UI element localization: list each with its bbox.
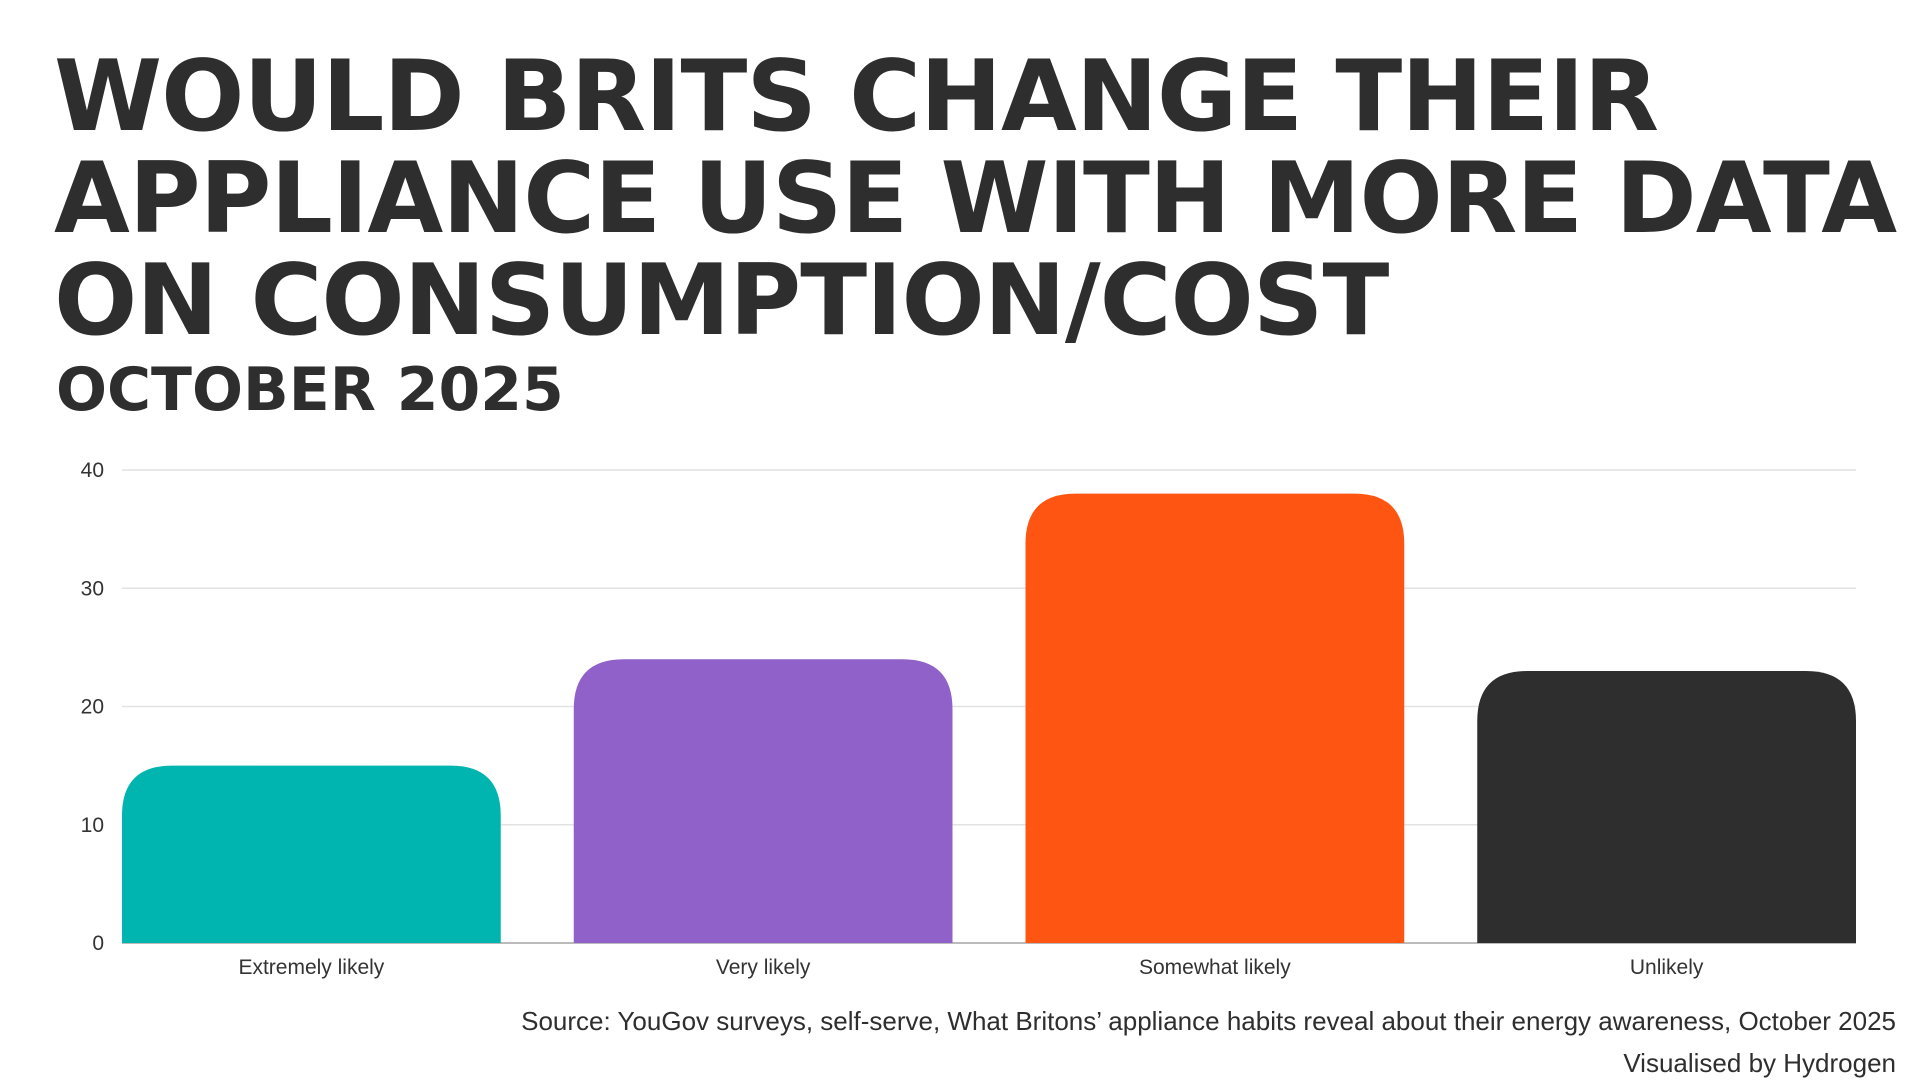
x-tick-label: Extremely likely: [238, 956, 384, 979]
source-note: Source: YouGov surveys, self-serve, What…: [521, 1006, 1896, 1036]
y-tick-label: 40: [81, 459, 104, 482]
x-tick-label: Unlikely: [1630, 956, 1704, 979]
y-tick-label: 20: [81, 696, 104, 719]
bar-unlikely: [1477, 671, 1856, 943]
credit-note: Visualised by Hydrogen: [1623, 1048, 1896, 1078]
chart-title: WOULD BRITS CHANGE THEIR APPLIANCE USE W…: [54, 40, 1897, 358]
y-tick-label: 10: [81, 814, 104, 837]
chart-subtitle: OCTOBER 2025: [56, 355, 564, 425]
bar-extremely-likely: [122, 765, 501, 943]
y-tick-label: 0: [92, 932, 104, 955]
y-tick-label: 30: [81, 577, 104, 600]
x-tick-label: Somewhat likely: [1139, 956, 1291, 979]
x-tick-label: Very likely: [716, 956, 811, 979]
bar-somewhat-likely: [1025, 493, 1405, 943]
bar-very-likely: [573, 659, 953, 943]
